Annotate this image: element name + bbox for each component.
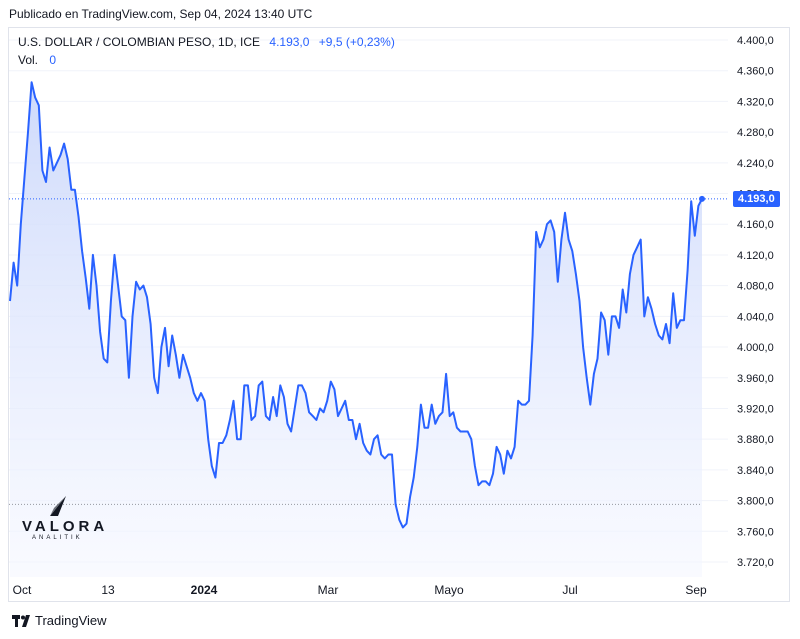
chart-frame [8,27,790,602]
x-tick-label: Sep [685,583,707,597]
y-tick-label: 3.760,0 [737,526,774,538]
x-tick-label: Oct [13,583,32,597]
x-tick-label: Mar [318,583,339,597]
y-tick-label: 4.120,0 [737,250,774,262]
y-tick-label: 3.880,0 [737,434,774,446]
published-header: Publicado en TradingView.com, Sep 04, 20… [9,7,313,21]
watermark-sub: ANALITIK [32,535,83,541]
last-price-tag: 4.193,0 [733,191,780,207]
last-value: 4.193,0 [269,35,310,49]
x-tick-label: 2024 [191,583,218,597]
y-tick-label: 4.280,0 [737,127,774,139]
y-tick-label: 4.000,0 [737,342,774,354]
y-tick-label: 3.840,0 [737,465,774,477]
volume-value: 0 [49,53,57,67]
y-tick-label: 4.080,0 [737,281,774,293]
y-tick-label: 3.920,0 [737,403,774,415]
tradingview-logo-icon [12,614,30,627]
last-price-dot [699,195,705,202]
y-tick-label: 4.360,0 [737,66,774,78]
footer-brand: TradingView [35,613,107,628]
y-tick-label: 3.800,0 [737,496,774,508]
watermark-name: VALORA [22,518,109,535]
y-tick-label: 4.240,0 [737,158,774,170]
y-axis: 4.400,04.360,04.320,04.280,04.240,04.200… [737,35,774,569]
y-tick-label: 3.960,0 [737,373,774,385]
volume-legend: Vol. 0 [18,53,56,67]
chart-legend[interactable]: U.S. DOLLAR / COLOMBIAN PESO, 1D, ICE 4.… [18,35,395,49]
footer[interactable]: TradingView [12,613,107,628]
symbol-label: U.S. DOLLAR / COLOMBIAN PESO, 1D, ICE [18,35,261,49]
y-tick-label: 4.320,0 [737,96,774,108]
y-tick-label: 3.720,0 [737,557,774,569]
change-value: +9,5 (+0,23%) [318,35,395,49]
y-tick-label: 4.040,0 [737,311,774,323]
valora-logo-icon [50,496,66,516]
price-area-fill [10,82,702,577]
x-tick-label: Mayo [434,583,464,597]
x-tick-label: 13 [101,583,115,597]
volume-label: Vol. [18,53,39,67]
price-line [9,81,703,529]
y-tick-label: 4.160,0 [737,219,774,231]
x-axis: Oct 13 2024 Mar Mayo Jul Sep [13,583,707,597]
y-tick-label: 4.400,0 [737,35,774,47]
x-tick-label: Jul [562,583,577,597]
